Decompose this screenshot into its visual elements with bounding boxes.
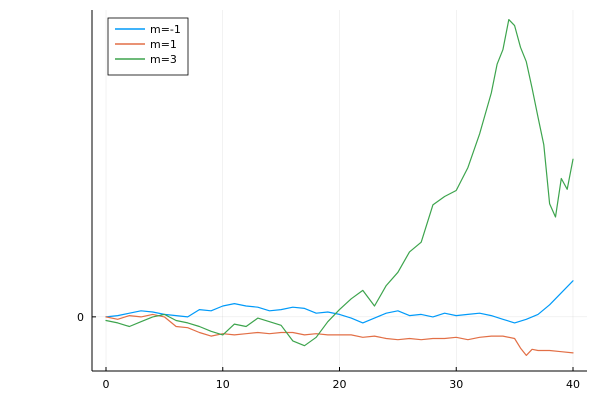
series-line-2 [105,19,574,347]
y-tick-label: 0 [77,311,84,324]
legend-label: m=-1 [150,23,181,36]
series-line-1 [105,313,574,356]
x-tick-label: 40 [566,378,580,391]
x-tick-label: 10 [216,378,230,391]
legend: m=-1 m=1 m=3 [107,17,189,76]
x-tick-label: 30 [449,378,463,391]
series-line-0 [105,280,574,324]
series-lines [105,19,574,356]
legend-box [107,17,189,76]
legend-label: m=1 [150,38,177,51]
x-tick-label: 20 [333,378,347,391]
axes: 0 10 20 30 40 0 [77,10,587,391]
x-tick-label: 0 [103,378,110,391]
legend-label: m=3 [150,53,177,66]
grid [92,10,587,371]
